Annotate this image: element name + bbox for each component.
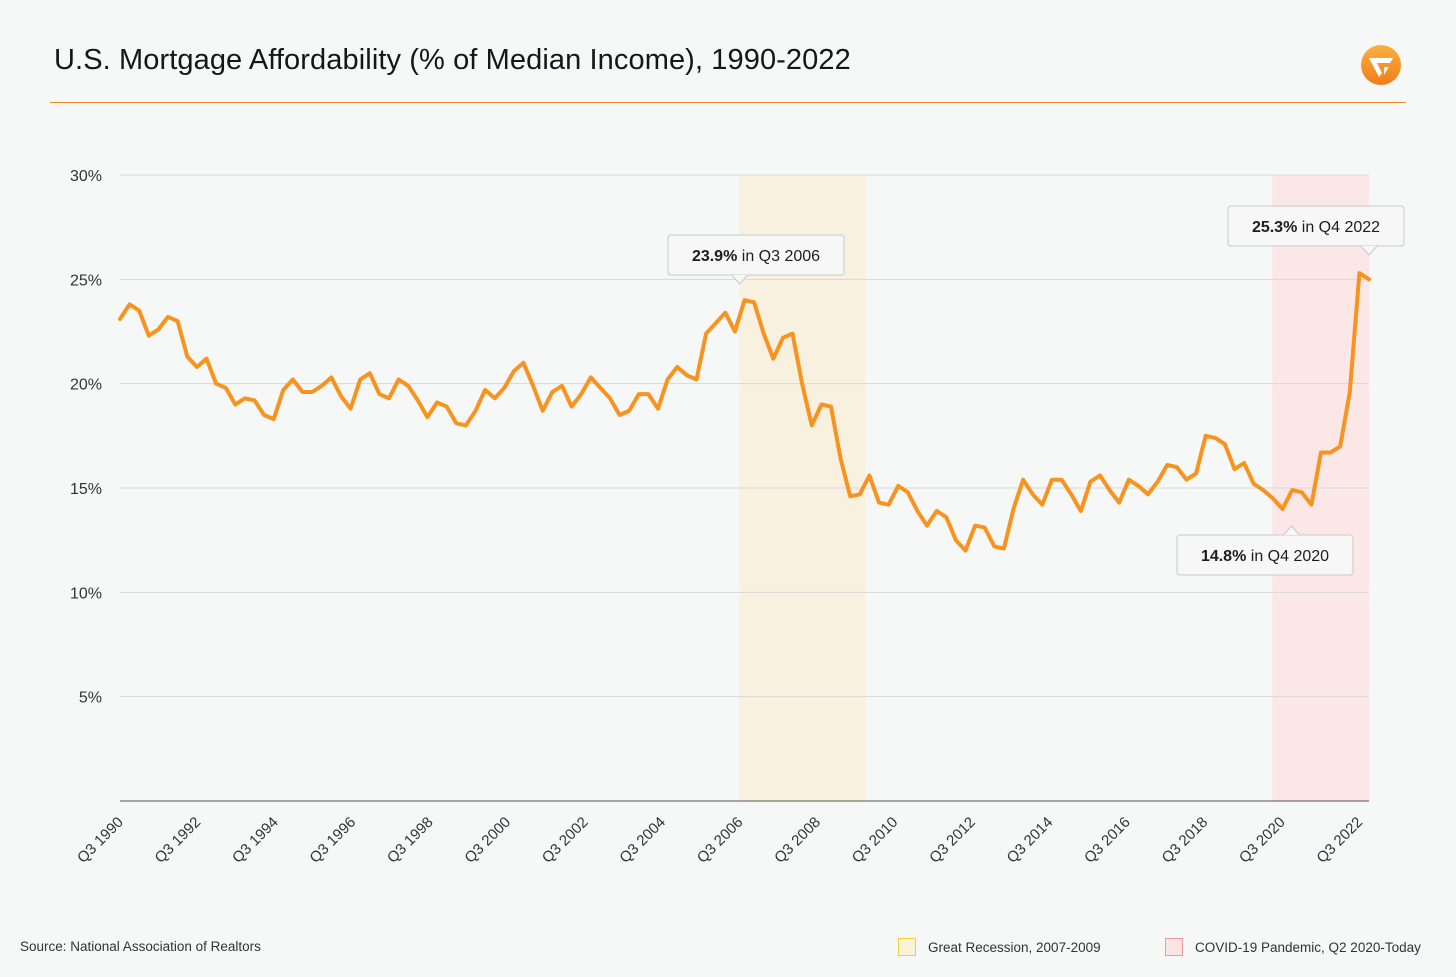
- x-tick-label: Q3 2000: [461, 814, 514, 867]
- legend-label-covid: COVID-19 Pandemic, Q2 2020-Today: [1195, 939, 1421, 955]
- annotation-label: in Q4 2020: [1246, 548, 1329, 565]
- x-tick-label: Q3 2014: [1004, 814, 1057, 867]
- brand-logo-icon: [1361, 45, 1401, 85]
- y-tick-label: 15%: [70, 481, 102, 498]
- y-tick-label: 10%: [70, 585, 102, 602]
- annotation-pointer: [1283, 525, 1300, 536]
- annotation-text: 23.9% in Q3 2006: [692, 248, 820, 265]
- legend-swatch-covid: [1165, 938, 1183, 956]
- x-tick-label: Q3 2018: [1159, 814, 1212, 867]
- x-tick-label: Q3 2012: [926, 814, 979, 867]
- annotation-pointer: [1360, 245, 1378, 256]
- annotation-callout: 14.8% in Q4 2020: [1176, 525, 1354, 576]
- annotation-box: [1227, 205, 1405, 247]
- y-tick-label: 25%: [70, 272, 102, 289]
- annotation-pointer: [731, 274, 749, 285]
- x-tick-label: Q3 1998: [384, 814, 437, 867]
- annotation-label: in Q3 2006: [737, 248, 820, 265]
- y-tick-label: 5%: [79, 690, 102, 707]
- annotation-text: 14.8% in Q4 2020: [1201, 548, 1329, 565]
- x-tick-label: Q3 2010: [849, 814, 902, 867]
- annotation-value: 25.3%: [1252, 219, 1297, 236]
- x-tick-label: Q3 2022: [1313, 814, 1366, 867]
- title-divider: [50, 102, 1406, 103]
- y-tick-label: 20%: [70, 377, 102, 394]
- series-line: [118, 271, 1371, 553]
- source-note: Source: National Association of Realtors: [20, 939, 261, 954]
- x-tick-label: Q3 1992: [152, 814, 205, 867]
- x-tick-label: Q3 2016: [1081, 814, 1134, 867]
- x-tick-label: Q3 2020: [1236, 814, 1289, 867]
- annotation-callout: 25.3% in Q4 2022: [1227, 205, 1405, 256]
- line-chart: 5% 10% 15% 20% 25% 30% Q3 1990 Q3 1992 Q3 1994 Q3…: [70, 168, 1405, 867]
- legend-label-recession: Great Recession, 2007-2009: [928, 939, 1101, 955]
- annotation-callout: 23.9% in Q3 2006: [667, 234, 845, 285]
- x-tick-label: Q3 2004: [616, 814, 669, 867]
- legend-item-covid: COVID-19 Pandemic, Q2 2020-Today: [1165, 936, 1421, 958]
- x-tick-label: Q3 2002: [539, 814, 592, 867]
- annotation-box: [1176, 534, 1354, 576]
- legend-swatch-recession: [898, 938, 916, 956]
- annotation-value: 14.8%: [1201, 548, 1246, 565]
- y-tick-label: 30%: [70, 168, 102, 185]
- x-tick-label: Q3 2006: [694, 814, 747, 867]
- x-tick-label: Q3 1990: [74, 814, 127, 867]
- x-tick-label: Q3 1994: [229, 814, 282, 867]
- x-tick-label: Q3 1996: [306, 814, 359, 867]
- x-tick-label: Q3 2008: [771, 814, 824, 867]
- legend-item-recession: Great Recession, 2007-2009: [898, 936, 1101, 958]
- annotation-label: in Q4 2022: [1297, 219, 1380, 236]
- annotation-value: 23.9%: [692, 248, 737, 265]
- annotation-text: 25.3% in Q4 2022: [1252, 219, 1380, 236]
- chart-title: U.S. Mortgage Affordability (% of Median…: [54, 44, 851, 76]
- annotation-box: [667, 234, 845, 276]
